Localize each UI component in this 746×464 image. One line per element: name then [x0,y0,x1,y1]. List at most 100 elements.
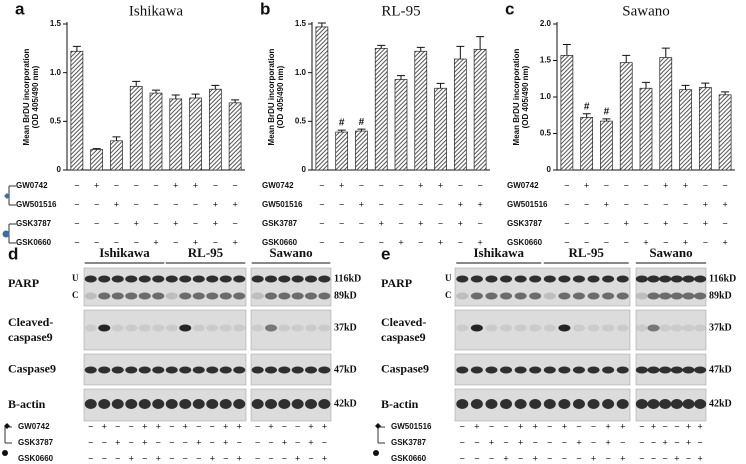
treatment-sign: − [418,237,423,247]
treatment-sign: − [651,453,656,463]
blot-band [470,292,483,300]
treatment-sign: − [232,218,237,228]
y-tick-label: 1.0 [295,68,307,77]
treatment-sign: + [295,453,300,463]
blot-band [84,292,97,300]
blot-strip [83,267,247,307]
blot-band [602,275,615,283]
treatment-sign: + [698,453,703,463]
treatment-sign: − [232,180,237,190]
chart-title: Sawano [622,3,670,19]
blot-band [558,292,571,300]
bar [169,98,183,171]
blot-strip [83,353,247,386]
bar [659,57,673,171]
blot-band [514,366,527,374]
size-label: 47kD [334,364,357,375]
blot-band [602,399,615,409]
blot-band [572,399,585,409]
blot-strip [250,388,332,422]
blot-band [670,399,683,409]
blot-band [456,324,469,332]
blot-band [305,399,317,409]
blot-band [500,366,513,374]
blot-band [670,366,683,374]
error-bar [642,81,650,89]
blot-band [165,275,178,283]
treatment-sign: + [213,218,218,228]
treatment-sign: − [722,218,727,228]
blot-band [165,399,178,409]
blot-band [635,366,648,374]
significance-marker: # [359,117,365,128]
blot-band [219,399,232,409]
treatment-label: GSK3787 [391,438,427,447]
bar [619,62,633,171]
treatment-sign: + [183,421,188,431]
blot-strip [250,267,332,307]
treatment-sign: − [193,218,198,228]
treatment-sign: + [643,237,648,247]
blot-band [456,366,469,374]
blot-band [602,324,615,332]
bar [560,55,574,171]
error-bar [357,128,366,132]
bar [679,89,692,171]
blot-band [278,324,291,332]
treatment-sign: − [703,180,708,190]
blot-band [318,366,331,374]
treatment-sign: + [438,180,443,190]
treatment-sign: − [88,453,93,463]
blot-band [694,275,707,283]
error-bar [397,75,405,80]
treatment-sign: − [268,437,273,447]
blot-band [616,275,629,283]
blot-band [233,399,246,409]
error-bar [436,82,445,89]
treatment-sign: + [193,237,198,247]
treatment-sign: − [477,180,482,190]
blot-strip [250,309,332,351]
blot-band [682,275,695,283]
significance-marker: # [584,101,590,112]
blot-band [456,275,469,283]
treatment-sign: + [663,437,668,447]
blot-band [179,399,192,409]
treatment-sign: − [94,218,99,228]
treatment-sign: − [651,437,656,447]
bar [453,58,467,171]
blot-band [152,275,165,283]
blot-band [125,399,138,409]
treatment-sign: + [722,199,727,209]
treatment-sign: + [129,453,134,463]
treatment-sign: − [339,237,344,247]
blot-strip [454,267,631,307]
blot-band [98,292,111,300]
blot-band [265,366,277,374]
treatment-sign: − [639,437,644,447]
blot-band [278,275,291,283]
treatment-sign: + [173,218,178,228]
treatment-sign: − [438,199,443,209]
blot-band [152,292,165,300]
treatment-sign: − [359,237,364,247]
blot-band [291,366,304,374]
treatment-sign: + [703,218,708,228]
treatment-sign: − [564,199,569,209]
treatment-sign: − [319,237,324,247]
treatment-sign: − [379,199,384,209]
treatment-sign: − [210,421,215,431]
error-bar [476,36,485,50]
blot-band [670,292,683,300]
treatment-sign: − [663,199,668,209]
y-axis-label: (OD 405/490 nm) [521,65,530,128]
treatment-sign: − [547,421,552,431]
y-tick-label: 1.0 [50,68,62,77]
treatment-sign: − [255,437,260,447]
treatment-sign: − [564,218,569,228]
blot-band [318,399,331,409]
treatment-sign: − [503,421,508,431]
treatment-sign: + [223,421,228,431]
treatment-sign: − [308,453,313,463]
treatment-sign: + [156,453,161,463]
